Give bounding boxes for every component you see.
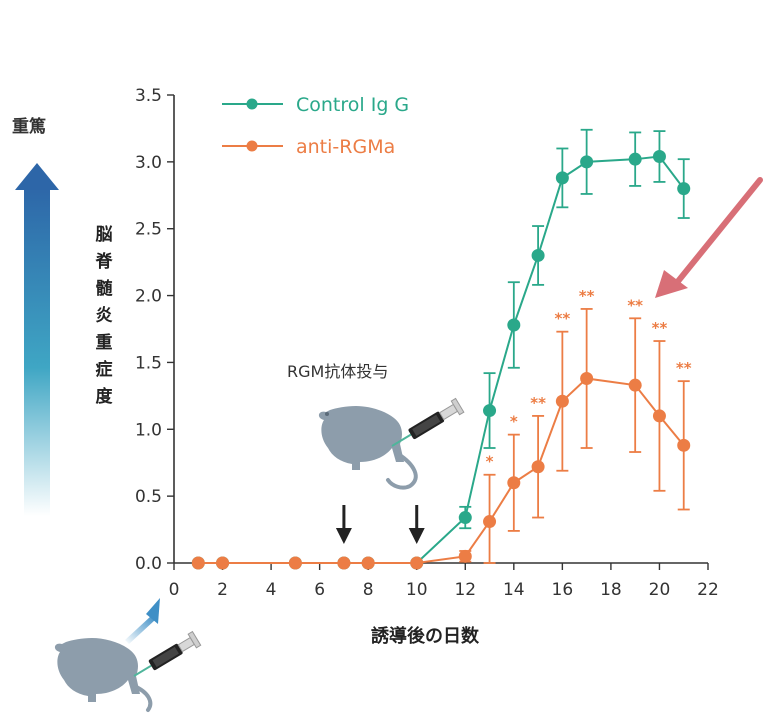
series-line: [198, 377, 685, 564]
significance-marker: **: [652, 319, 668, 337]
significance-marker: **: [676, 359, 692, 377]
data-point: [555, 171, 569, 185]
data-point: [531, 248, 545, 262]
data-point: [191, 556, 205, 570]
severity-gradient-arrow: [15, 163, 59, 516]
antibody-administration-label: RGM抗体投与: [287, 362, 388, 381]
legend-control-marker: [246, 98, 258, 110]
induction-arrow-icon: [125, 598, 160, 644]
x-axis-label: 誘導後の日数: [371, 625, 480, 647]
significance-marker: **: [555, 310, 571, 328]
data-point: [652, 409, 666, 423]
x-tick-label: 8: [363, 580, 374, 600]
significance-marker: **: [579, 287, 595, 305]
data-point: [507, 318, 521, 332]
treatment-arrows: [335, 505, 425, 544]
data-point: [531, 460, 545, 474]
y-axis-label: 脳脊髄炎重症度: [95, 225, 114, 407]
significance-marker: *: [486, 453, 494, 471]
data-point: [483, 404, 497, 418]
y-ticks: 0.0 0.5 1.0 1.5 2.0 2.5 3.0 3.5: [135, 86, 174, 574]
x-ticks: 0 2 4 6 8 10 12 14 16 18 20 22: [169, 563, 719, 600]
series-control: [191, 128, 691, 570]
x-tick-label: 12: [454, 580, 476, 600]
data-point: [652, 150, 666, 164]
series-line: [198, 155, 685, 564]
data-point: [216, 556, 230, 570]
data-point: [337, 556, 351, 570]
down-arrow-head: [408, 528, 425, 544]
mouse-icon: [318, 406, 418, 490]
data-point: [677, 438, 691, 452]
legend-control-label: Control Ig G: [296, 94, 409, 116]
x-tick-label: 22: [697, 580, 719, 600]
legend-anti-label: anti-RGMa: [296, 136, 395, 158]
x-tick-label: 4: [266, 580, 277, 600]
legend-anti-marker: [246, 140, 258, 152]
pointer-arrow-icon: [655, 177, 763, 298]
y-tick-label: 1.5: [135, 353, 162, 373]
y-tick-label: 3.5: [135, 86, 162, 106]
data-point: [458, 549, 472, 563]
mouse-icon-bottom: [54, 638, 153, 712]
data-point: [361, 556, 375, 570]
x-tick-label: 0: [169, 580, 180, 600]
x-tick-label: 14: [503, 580, 525, 600]
data-point: [288, 556, 302, 570]
y-tick-label: 3.0: [135, 153, 162, 173]
axes: [173, 95, 708, 564]
x-tick-label: 20: [649, 580, 671, 600]
data-point: [628, 152, 642, 166]
data-point: [677, 182, 691, 196]
data-point: [410, 556, 424, 570]
data-point: [458, 511, 472, 525]
x-tick-label: 6: [314, 580, 325, 600]
x-tick-label: 10: [406, 580, 428, 600]
y-tick-label: 2.5: [135, 220, 162, 240]
down-arrow-head: [335, 528, 352, 544]
data-point: [628, 378, 642, 392]
data-point: [555, 394, 569, 408]
severity-top-label: 重篤: [12, 116, 46, 137]
syringe-icon: [391, 397, 465, 447]
data-point: [483, 515, 497, 529]
legend: Control Ig G anti-RGMa: [222, 94, 409, 158]
y-tick-label: 1.0: [135, 420, 162, 440]
series-layer: **************: [191, 128, 692, 570]
significance-marker: **: [627, 296, 643, 314]
y-tick-label: 0.0: [135, 554, 162, 574]
x-tick-label: 18: [600, 580, 622, 600]
data-point: [580, 371, 594, 385]
x-tick-label: 2: [217, 580, 228, 600]
series-anti-rgma: **************: [191, 287, 692, 570]
syringe-icon-bottom: [133, 630, 202, 677]
data-point: [580, 155, 594, 169]
data-point: [507, 476, 521, 490]
x-tick-label: 16: [552, 580, 574, 600]
significance-marker: **: [530, 394, 546, 412]
y-tick-label: 0.5: [135, 487, 162, 507]
y-tick-label: 2.0: [135, 287, 162, 307]
significance-marker: *: [510, 413, 518, 431]
